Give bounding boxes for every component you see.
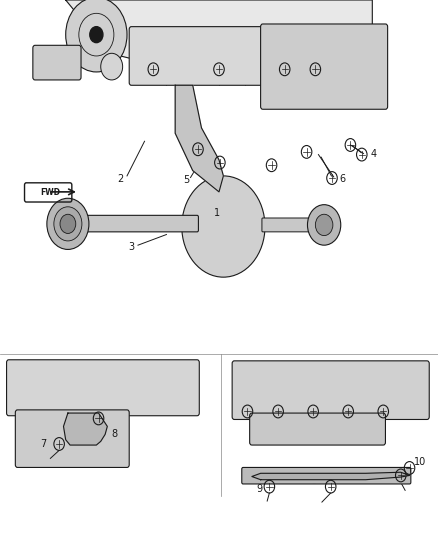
FancyBboxPatch shape — [232, 361, 429, 419]
Circle shape — [307, 205, 341, 245]
FancyBboxPatch shape — [7, 360, 199, 416]
Text: 10: 10 — [414, 457, 426, 466]
Circle shape — [47, 198, 89, 249]
FancyBboxPatch shape — [242, 467, 411, 484]
Text: 1: 1 — [214, 208, 220, 218]
FancyBboxPatch shape — [261, 24, 388, 109]
Circle shape — [315, 214, 333, 236]
Circle shape — [60, 214, 76, 233]
Text: 3: 3 — [128, 242, 134, 252]
Polygon shape — [252, 472, 410, 480]
Text: 4: 4 — [370, 149, 376, 158]
FancyBboxPatch shape — [129, 27, 361, 85]
Text: FWD: FWD — [40, 188, 60, 197]
FancyBboxPatch shape — [73, 215, 198, 232]
FancyBboxPatch shape — [15, 410, 129, 467]
Text: 7: 7 — [41, 439, 47, 449]
Text: 6: 6 — [339, 174, 346, 183]
Circle shape — [54, 207, 82, 241]
FancyBboxPatch shape — [262, 218, 316, 232]
Circle shape — [182, 176, 265, 277]
Circle shape — [101, 53, 123, 80]
Text: 5: 5 — [183, 175, 189, 184]
Polygon shape — [66, 0, 372, 75]
Circle shape — [66, 0, 127, 72]
Text: 9: 9 — [257, 484, 263, 494]
Circle shape — [90, 27, 103, 43]
Text: 8: 8 — [112, 430, 118, 439]
FancyBboxPatch shape — [250, 413, 385, 445]
FancyBboxPatch shape — [33, 45, 81, 80]
Text: 2: 2 — [117, 174, 124, 183]
Polygon shape — [64, 413, 107, 445]
Polygon shape — [175, 85, 223, 192]
Text: 8: 8 — [310, 476, 316, 486]
